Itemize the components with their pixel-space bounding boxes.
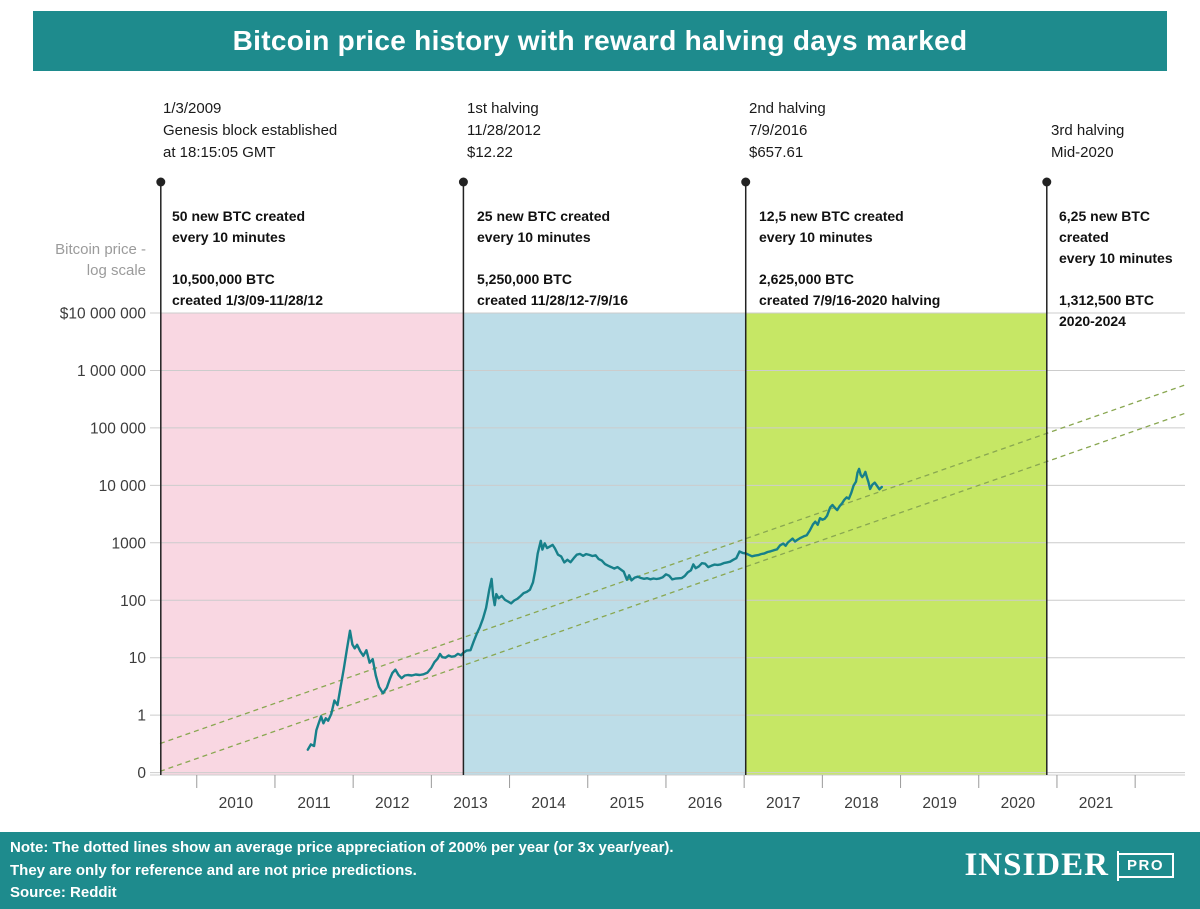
halving-marker-dot xyxy=(458,177,468,187)
page-title: Bitcoin price history with reward halvin… xyxy=(232,25,968,56)
y-tick-label: 100 xyxy=(120,593,146,610)
annotation-third-halving-heading: 3rd halving Mid-2020 xyxy=(1051,122,1125,161)
annotation-second-halving-body: 12,5 new BTC created every 10 minutes 2,… xyxy=(759,208,941,308)
x-tick-label: 2021 xyxy=(1079,795,1113,812)
y-axis-title: Bitcoin price - log scale xyxy=(55,241,146,279)
logo-divider xyxy=(1116,850,1119,881)
x-tick-label: 2011 xyxy=(297,795,330,812)
footer-bar: Note: The dotted lines show an average p… xyxy=(0,832,1200,909)
footer-note: Note: The dotted lines show an average p… xyxy=(10,839,674,901)
x-tick-label: 2019 xyxy=(922,795,956,812)
y-tick-label: $10 000 000 xyxy=(60,306,147,323)
annotation-first-halving-heading: 1st halving 11/28/2012 $12.22 xyxy=(467,100,541,161)
x-tick-label: 2010 xyxy=(219,795,254,812)
halving-marker-dot xyxy=(156,177,166,187)
trend-line xyxy=(159,384,1186,745)
x-tick-label: 2012 xyxy=(375,795,409,812)
logo-insider-text: INSIDER xyxy=(964,847,1109,883)
annotation-genesis-body: 50 new BTC created every 10 minutes 10,5… xyxy=(172,208,324,308)
y-tick-label: 1 xyxy=(137,708,146,725)
logo-pro-badge: PRO xyxy=(1118,853,1174,878)
y-tick-label: 100 000 xyxy=(90,420,146,437)
y-tick-label: 0 xyxy=(137,765,146,782)
y-tick-label: 10 xyxy=(129,650,147,667)
annotation-genesis-heading: 1/3/2009 Genesis block established at 18… xyxy=(163,100,338,161)
halving-era-band xyxy=(463,313,746,775)
insider-pro-logo: INSIDER PRO xyxy=(964,849,1174,882)
halving-marker-dot xyxy=(1042,177,1052,187)
y-tick-label: 10 000 xyxy=(99,478,147,495)
annotation-second-halving-heading: 2nd halving 7/9/2016 $657.61 xyxy=(749,100,826,161)
annotation-third-halving-body: 6,25 new BTC created every 10 minutes 1,… xyxy=(1059,208,1173,329)
title-bar: Bitcoin price history with reward halvin… xyxy=(33,11,1167,71)
x-tick-label: 2017 xyxy=(766,795,800,812)
y-tick-label: 1 000 000 xyxy=(77,363,146,380)
y-tick-label: 1000 xyxy=(112,535,147,552)
x-tick-label: 2020 xyxy=(1001,795,1036,812)
x-tick-label: 2014 xyxy=(531,795,566,812)
x-tick-label: 2018 xyxy=(844,795,878,812)
x-tick-label: 2016 xyxy=(688,795,722,812)
halving-marker-dot xyxy=(741,177,751,187)
halving-era-band xyxy=(160,313,464,775)
halving-era-band xyxy=(745,313,1047,775)
annotation-first-halving-body: 25 new BTC created every 10 minutes 5,25… xyxy=(477,208,629,308)
btc-price-line xyxy=(306,467,883,751)
x-tick-label: 2013 xyxy=(453,795,487,812)
x-tick-label: 2015 xyxy=(610,795,644,812)
